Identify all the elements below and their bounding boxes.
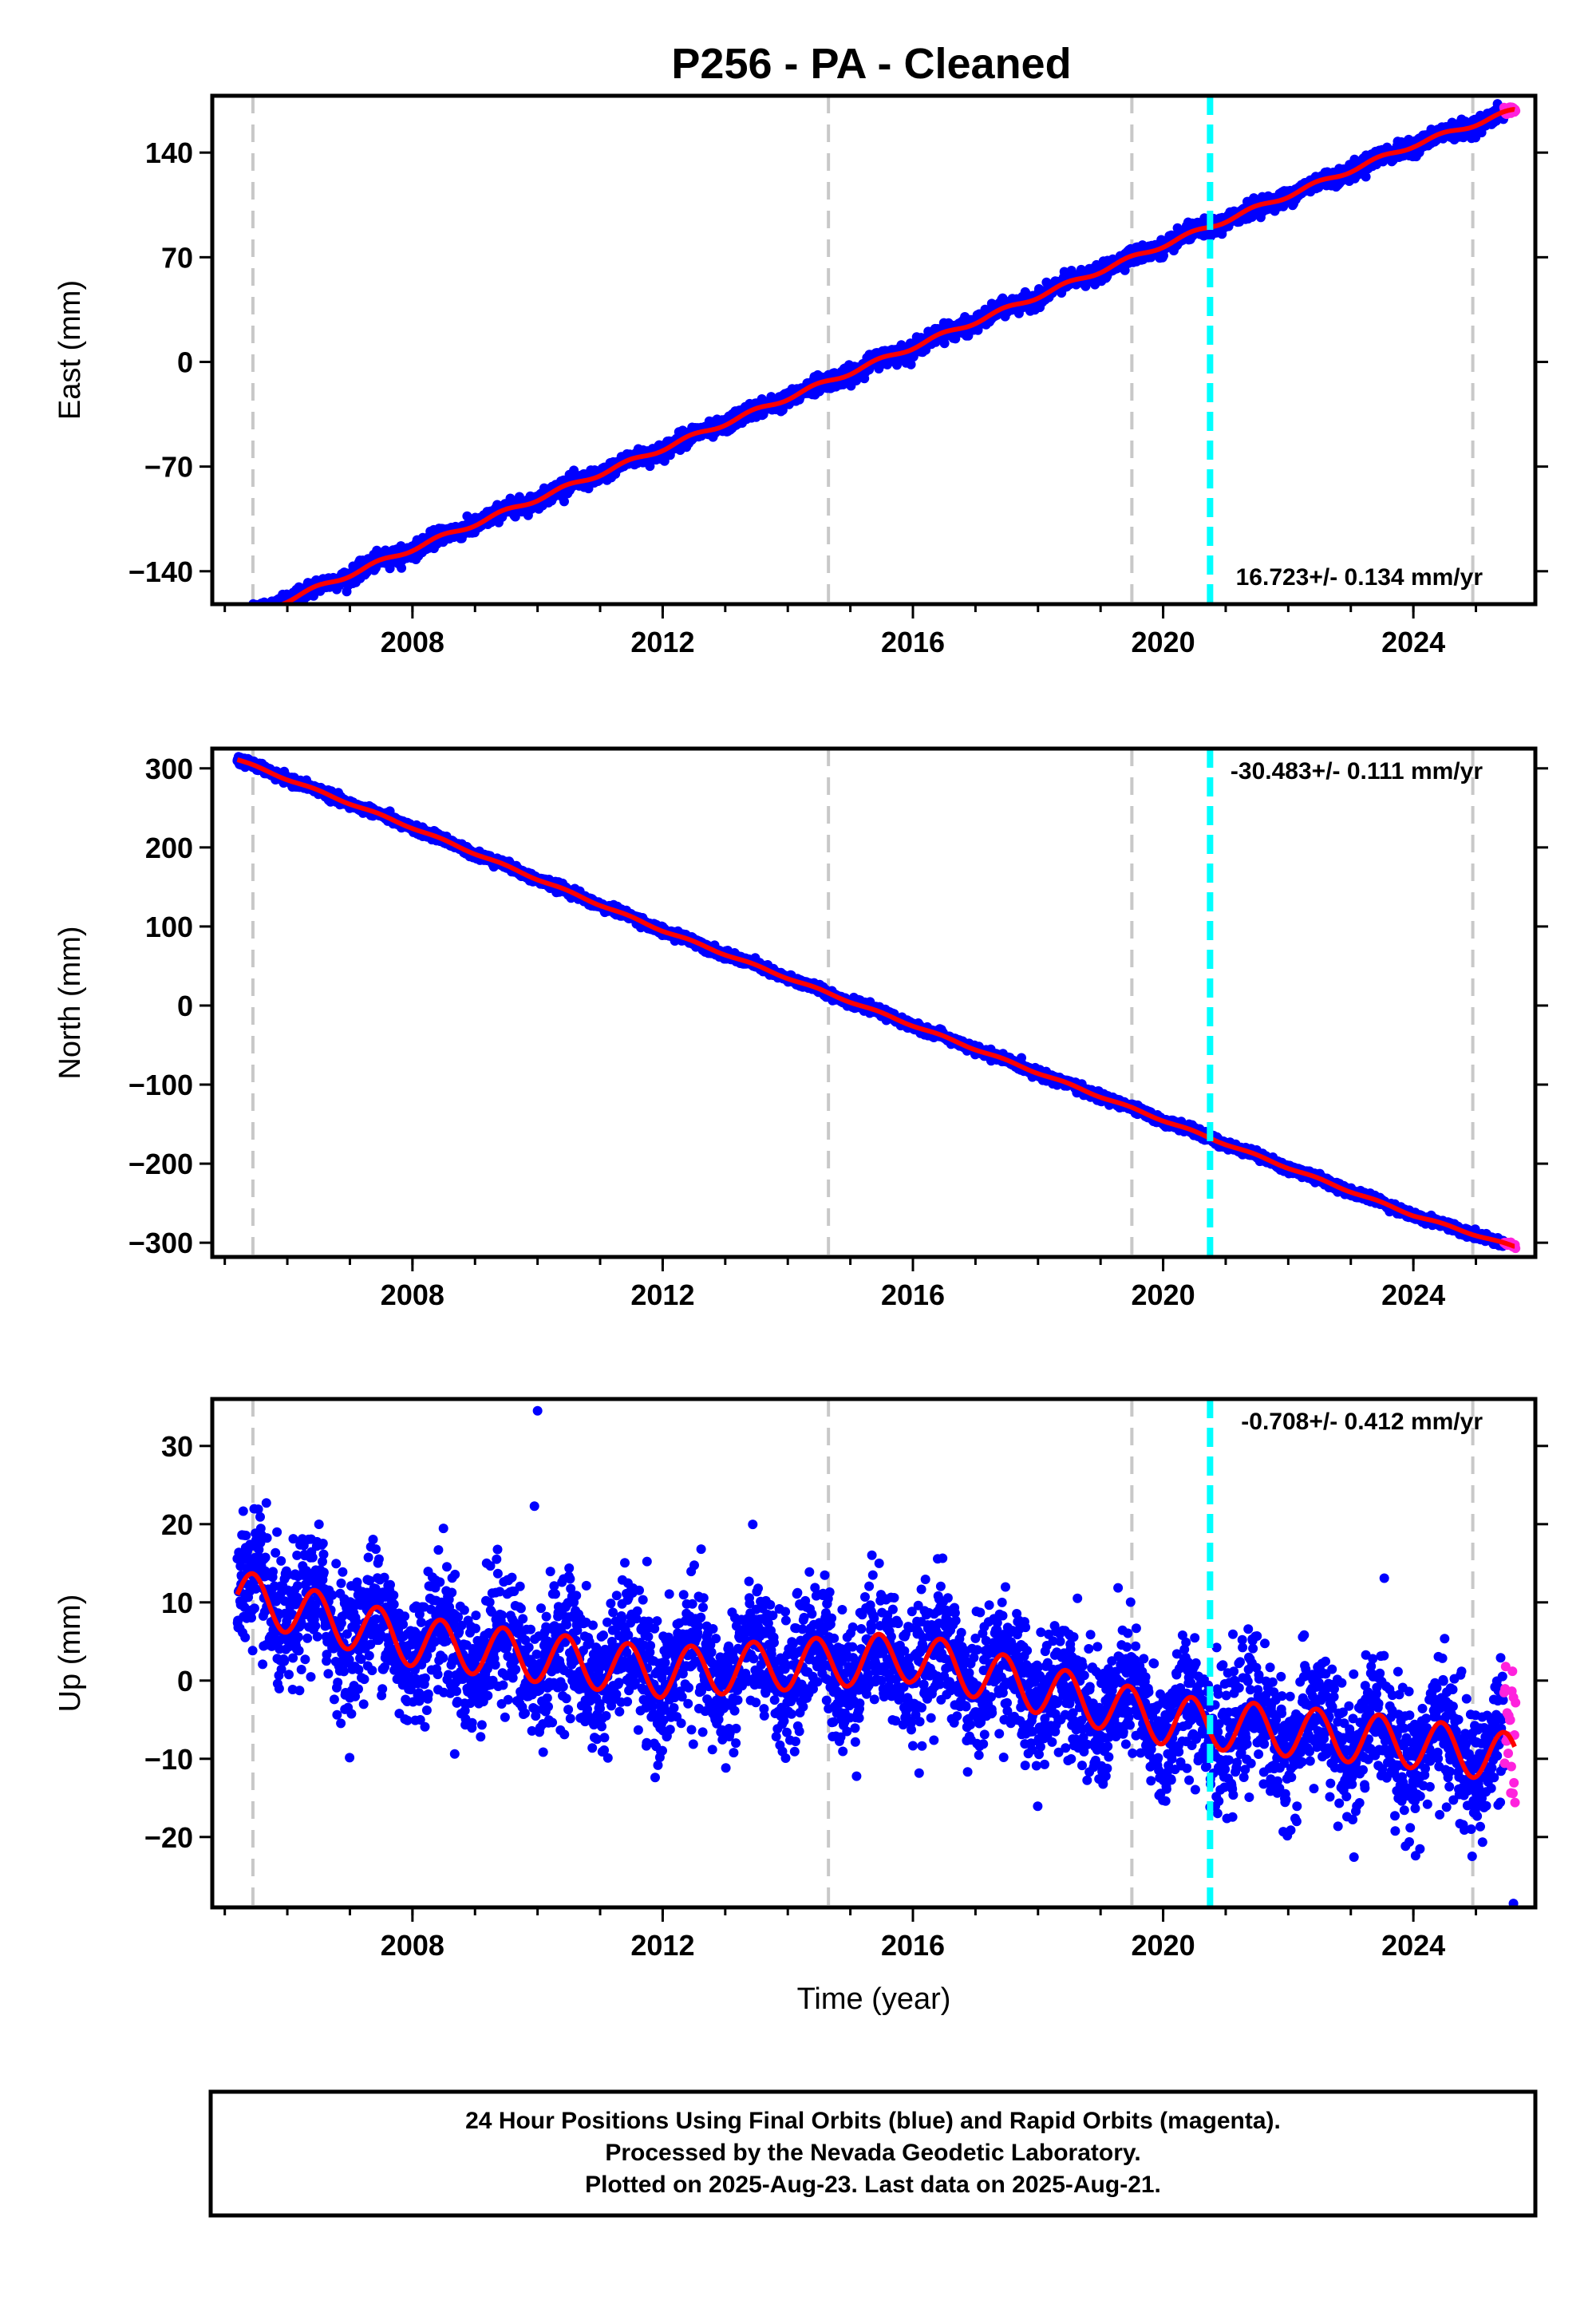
y-axis-label: East (mm): [53, 280, 87, 420]
data-point-final: [659, 456, 670, 466]
data-point-final: [559, 496, 569, 507]
data-point-final: [397, 563, 407, 573]
figure-title: P256 - PA - Cleaned: [671, 40, 1071, 88]
y-tick-label: 0: [177, 346, 193, 378]
x-tick-label: 2008: [381, 626, 444, 658]
x-tick-label: 2012: [630, 626, 694, 658]
plot-area: [248, 96, 1521, 604]
y-tick-label: 70: [161, 241, 193, 274]
data-point-final: [1361, 172, 1371, 182]
east-panel: 140 70 0 −70 −140 2008 2012 2016 2020 2024 East (m…: [53, 93, 1548, 658]
y-tick-label: 140: [145, 136, 193, 169]
data-point-final: [906, 359, 916, 370]
y-tick-label: −140: [128, 555, 193, 588]
x-tick-label: 2016: [881, 626, 945, 658]
data-point-final: [462, 511, 472, 521]
velocity-label: 16.723+/- 0.134 mm/yr: [1236, 564, 1483, 591]
x-tick-label: 2024: [1381, 626, 1445, 658]
y-tick-label: −70: [144, 451, 193, 484]
data-point-final: [939, 338, 950, 349]
x-tick-label: 2020: [1132, 626, 1195, 658]
